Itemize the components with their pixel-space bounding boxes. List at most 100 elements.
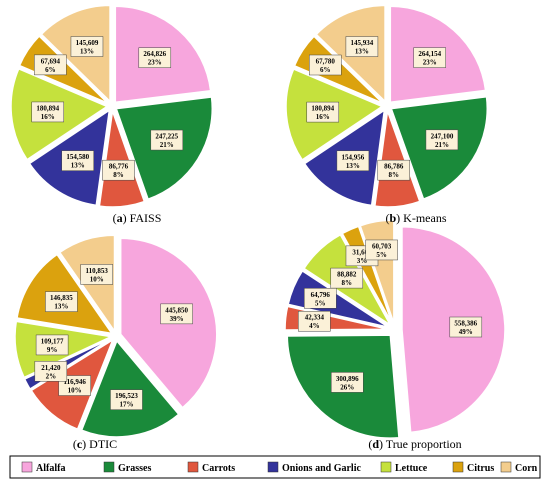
data-label-percent: 21% [160, 141, 174, 149]
data-label-value: 247,225 [155, 133, 178, 141]
pie-slice-carrots [373, 110, 421, 208]
pie-charts-group: 264,82623%247,22521%86,7768%154,58013%18… [10, 4, 506, 439]
pie-slice-onions-and-garlic [287, 269, 389, 328]
data-label-box [102, 159, 135, 181]
data-label-value: 42,334 [305, 314, 325, 322]
data-label-value: 109,177 [41, 337, 64, 345]
data-label-percent: 17% [119, 401, 133, 409]
data-label-box [331, 372, 364, 393]
data-label-box [306, 101, 340, 123]
data-label-box [413, 47, 446, 68]
legend-swatch [187, 461, 199, 473]
legend-item-alfalfa: Alfalfa [21, 461, 65, 474]
data-label-box [345, 36, 379, 57]
data-label-percent: 9% [47, 346, 58, 354]
data-label-percent: 2% [46, 372, 57, 380]
data-label-percent: 23% [148, 59, 162, 67]
data-label-percent: 8% [113, 171, 124, 179]
captions-group: (a) FAISS (b) K-means(c) DTIC (d) True pro… [73, 211, 462, 451]
chart-caption-4: (d) True proportion [368, 437, 461, 451]
data-label-value: 247,100 [431, 132, 454, 140]
data-label-box [31, 101, 65, 123]
data-label-percent: 13% [80, 48, 94, 56]
legend-item-citrus: Citrus [452, 461, 494, 474]
data-label-value: 264,826 [143, 50, 166, 58]
chart-caption-1: (a) FAISS [113, 211, 162, 225]
chart-caption-2: (b) K-means [385, 211, 446, 225]
caption-tag: ( [113, 211, 117, 225]
legend-swatch [103, 461, 115, 473]
pie-chart-1: 264,82623%247,22521%86,7768%154,58013%18… [10, 4, 213, 208]
data-label-value: 145,609 [76, 39, 99, 47]
caption-text: ) FAISS [123, 211, 162, 225]
data-label-box [34, 361, 68, 382]
data-label-value: 110,853 [86, 267, 109, 275]
chart-caption-3: (c) DTIC [73, 437, 117, 451]
data-label-percent: 13% [71, 162, 85, 170]
data-label-percent: 6% [320, 66, 331, 74]
data-label-percent: 6% [45, 66, 56, 74]
data-label-value: 196,523 [115, 392, 138, 400]
legend: Alfalfa Grasses Carrots Onions and Garlic Le… [9, 455, 541, 479]
pie-chart-4: 558,38649%300,89626%42,3344%64,7965%88,8… [284, 219, 506, 439]
data-label-box [425, 129, 459, 151]
legend-label: Corn [515, 463, 538, 474]
data-label-box [309, 54, 342, 76]
data-label-value: 264,154 [418, 50, 441, 58]
legend-item-lettuce: Lettuce [380, 461, 428, 474]
legend-item-grasses: Grasses [103, 461, 151, 474]
data-label-box [304, 288, 337, 309]
data-label-value: 300,896 [336, 375, 359, 383]
legend-label: Alfalfa [36, 463, 65, 474]
data-label-value: 116,946 [63, 378, 86, 386]
data-label-box [45, 291, 78, 312]
legend-label: Citrus [467, 463, 494, 474]
caption-text: ) True proportion [379, 437, 462, 451]
caption-tag: ( [73, 437, 77, 451]
data-label-percent: 8% [389, 171, 400, 179]
data-label-value: 31,607 [352, 248, 372, 256]
data-label-box [70, 36, 104, 57]
data-label-box [150, 129, 184, 151]
data-label-value: 67,694 [41, 57, 61, 65]
data-label-value: 154,956 [342, 153, 365, 161]
data-label-value: 60,703 [372, 242, 392, 250]
data-label-value: 21,420 [41, 364, 61, 372]
data-label-percent: 5% [315, 299, 326, 307]
legend-label: Lettuce [395, 463, 428, 474]
data-label-value: 146,835 [50, 294, 73, 302]
data-label-percent: 5% [376, 251, 387, 259]
data-label-percent: 21% [435, 141, 449, 149]
data-label-box [330, 267, 364, 289]
data-label-box [35, 334, 69, 356]
data-label-percent: 23% [423, 59, 437, 67]
data-label-value: 558,386 [454, 320, 477, 328]
data-label-box [61, 150, 94, 171]
caption-letter: b [389, 211, 396, 225]
data-label-value: 88,882 [337, 271, 357, 279]
data-label-box [298, 310, 331, 332]
data-label-value: 180,894 [311, 105, 334, 113]
data-label-value: 86,776 [109, 163, 129, 171]
data-label-box [34, 54, 67, 76]
caption-letter: d [372, 437, 379, 451]
pie-slice-grasses [80, 339, 180, 438]
legend-swatch [380, 461, 392, 473]
data-label-value: 445,850 [165, 306, 188, 314]
